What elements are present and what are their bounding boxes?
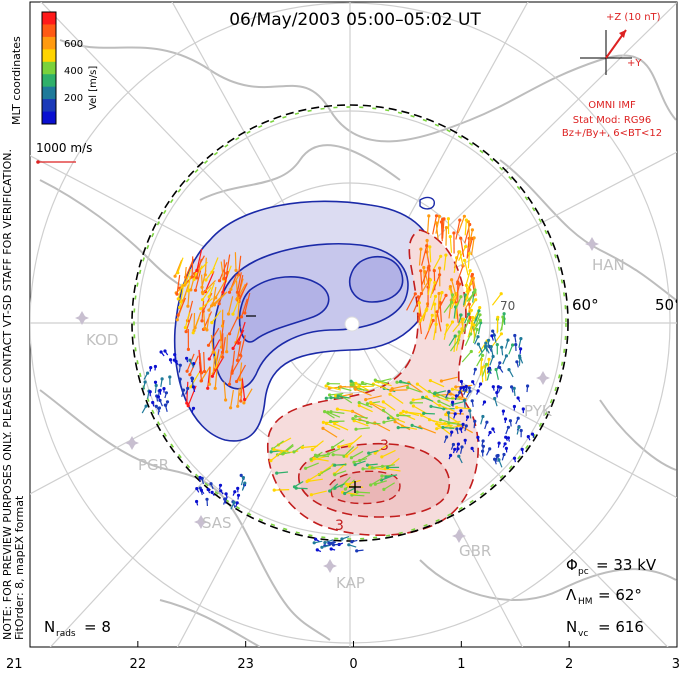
imf-source: OMNI IMF	[588, 100, 636, 111]
preview-watermark: NOTE: FOR PREVIEW PURPOSES ONLY. PLEASE …	[1, 149, 14, 640]
potential-max-marker	[349, 481, 361, 493]
station-label: PGR	[138, 456, 169, 474]
colorbar-tick-400: 400	[64, 66, 83, 77]
pole-marker	[344, 316, 360, 332]
station-marker	[323, 563, 337, 569]
coordinates-label: MLT coordinates	[10, 36, 23, 125]
mlt-tick-label: 3	[672, 657, 680, 672]
station-label: SAS	[202, 514, 232, 532]
colorbar-segment	[42, 111, 56, 125]
colorbar-segment	[42, 74, 56, 88]
svg-text:Φ: Φ	[566, 556, 578, 574]
velocity-vectors	[141, 214, 535, 553]
svg-text:= 62°: = 62°	[598, 586, 642, 604]
svg-text:N: N	[566, 618, 577, 636]
imf-condition: Bz+/By+, 6<BT<12	[562, 128, 662, 139]
colorbar-segment	[42, 12, 56, 25]
imf-y-label: +Y	[627, 58, 642, 69]
reference-vector-label: 1000 m/s	[36, 141, 92, 155]
station-marker	[75, 315, 89, 321]
velocity-colorbar	[41, 11, 57, 125]
svg-text:= 8: = 8	[84, 618, 111, 636]
mlt-tick-label: 21	[6, 657, 23, 672]
svg-text:Λ: Λ	[566, 586, 577, 604]
stat-model: Stat Mod: RG96	[573, 115, 652, 126]
station-marker	[585, 241, 599, 247]
svg-text:= 33 kV: = 33 kV	[596, 556, 657, 574]
station-label: GBR	[459, 542, 491, 560]
latitude-label-70: 70	[500, 299, 515, 313]
svg-text:vc: vc	[578, 629, 588, 639]
contour-label: 3	[335, 518, 344, 534]
colorbar-tick-600: 600	[64, 39, 83, 50]
colorbar-segment	[42, 24, 56, 38]
station-label: KOD	[86, 331, 118, 349]
imf-dial	[580, 29, 632, 75]
stat-nvc: N vc = 616	[566, 618, 644, 639]
station-label: HAN	[592, 256, 625, 274]
svg-text:HM: HM	[578, 597, 593, 607]
stat-phi-pc: Φ pc = 33 kV	[566, 556, 657, 577]
imf-z-label: +Z (10 nT)	[606, 12, 661, 23]
colorbar-segment	[42, 49, 56, 63]
svg-text:N: N	[44, 618, 55, 636]
svg-text:pc: pc	[578, 567, 589, 577]
station-marker	[125, 440, 139, 446]
map-title: 06/May/2003 05:00–05:02 UT	[229, 10, 481, 30]
reference-vector-origin	[36, 160, 40, 164]
mlt-tick-label: 23	[237, 657, 254, 672]
colorbar-label: Vel [m/s]	[88, 66, 99, 110]
mlt-tick-label: 0	[349, 657, 357, 672]
fit-order-label: FitOrder: 8, mapEX format	[13, 495, 26, 640]
station-marker	[194, 519, 208, 525]
station-marker	[452, 533, 466, 539]
colorbar-segment	[42, 99, 56, 113]
colorbar-tick-200: 200	[64, 93, 83, 104]
station-label: PYK	[524, 402, 553, 420]
svg-text:rads: rads	[56, 629, 76, 639]
colorbar-segment	[42, 86, 56, 100]
colorbar-segment	[42, 36, 56, 50]
svg-text:= 616: = 616	[598, 618, 644, 636]
latitude-label-50: 50°	[655, 296, 680, 314]
mlt-tick-label: 2	[565, 657, 573, 672]
mlt-axis: 21 22 23 0 1 2 3	[6, 641, 680, 672]
colorbar-segment	[42, 61, 56, 75]
hm-boundary-inner	[133, 106, 567, 540]
mlt-tick-label: 1	[457, 657, 465, 672]
station-marker	[536, 375, 550, 381]
latitude-label-60: 60°	[572, 296, 599, 314]
station-markers: HAN KOD PYK PGR SAS KAP GBR	[75, 237, 625, 592]
station-label: KAP	[336, 574, 365, 592]
colorbar-border	[41, 11, 57, 125]
mlt-tick-label: 22	[130, 657, 147, 672]
stat-lambda-hm: Λ HM = 62°	[566, 586, 642, 607]
contour-label: 3	[380, 438, 389, 454]
stat-nrads: N rads = 8	[44, 618, 111, 639]
hm-boundary-outer	[131, 104, 569, 542]
